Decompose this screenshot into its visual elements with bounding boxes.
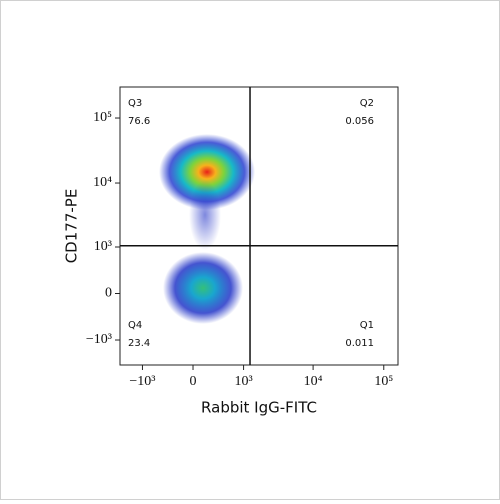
quadrant-name: Q2 [360, 98, 374, 109]
density-cloud [159, 134, 255, 324]
x-tick-label: 0 [190, 374, 197, 389]
x-tick-label: 10³ [234, 374, 252, 389]
quadrant-name: Q1 [360, 320, 374, 331]
x-tick-label: −10³ [129, 374, 155, 389]
y-tick-label: 10⁵ [93, 110, 112, 125]
quadrant-name: Q3 [128, 98, 142, 109]
quadrant-name: Q4 [128, 320, 142, 331]
x-tick-label: 10⁴ [304, 374, 323, 389]
y-tick-label: −10³ [86, 332, 112, 347]
plot-frame [119, 86, 399, 366]
quadrant-percent: 0.056 [345, 116, 374, 127]
quadrant-percent: 0.011 [345, 338, 374, 349]
quadrant-percent: 76.6 [128, 116, 150, 127]
x-tick-label: 10⁵ [374, 374, 393, 389]
y-axis-title: CD177-PE [63, 189, 81, 264]
quadrant-percent: 23.4 [128, 338, 150, 349]
y-tick-label: 10³ [94, 239, 112, 254]
y-tick-label: 10⁴ [93, 175, 112, 190]
x-axis-title: Rabbit IgG-FITC [201, 399, 317, 417]
y-tick-label: 0 [105, 286, 112, 301]
